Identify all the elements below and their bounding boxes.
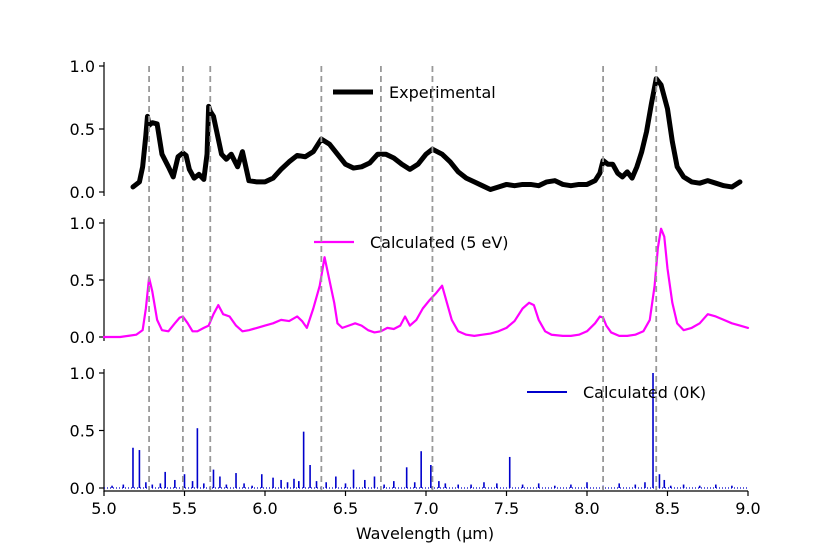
legend-label: Calculated (5 eV) (370, 233, 509, 252)
legend-label: Experimental (389, 83, 496, 102)
y-tick-label: 0.5 (70, 120, 95, 139)
vline-layer (148, 66, 658, 490)
y-tick-label: 0.5 (70, 422, 95, 441)
y-tick-label: 1.0 (70, 364, 95, 383)
x-tick-label: 9.0 (735, 499, 760, 518)
y-tick-label: 0.0 (70, 183, 95, 202)
x-tick-label: 8.0 (574, 499, 599, 518)
x-tick-label: 8.5 (655, 499, 680, 518)
y-tick-label: 1.0 (70, 214, 95, 233)
x-tick-label: 7.0 (413, 499, 438, 518)
x-tick-label: 6.0 (252, 499, 277, 518)
legend-label: Calculated (0K) (583, 383, 706, 402)
panel-calculated-5ev: 0.0 0.5 1.0 Calculated (5 eV) (70, 214, 750, 347)
x-tick-label: 5.5 (172, 499, 197, 518)
y-tick-label: 0.0 (70, 328, 95, 347)
y-tick-label: 1.0 (70, 57, 95, 76)
x-tick-label: 5.0 (91, 499, 116, 518)
x-axis: 5.0 5.5 6.0 6.5 7.0 7.5 8.0 8.5 9.0 (91, 490, 761, 518)
x-tick-label: 6.5 (333, 499, 358, 518)
legend-calculated-5ev: Calculated (5 eV) (314, 233, 509, 252)
panel-calculated-0k: 0.0 0.5 1.0 Calculated (0K) (70, 364, 748, 498)
panel-experimental: 0.0 0.5 1.0 Experimental (70, 57, 743, 202)
x-tick-label: 7.5 (494, 499, 519, 518)
y-tick-label: 0.0 (70, 479, 95, 498)
x-axis-label: Wavelength (μm) (356, 524, 494, 543)
legend-experimental: Experimental (333, 83, 496, 102)
y-tick-label: 0.5 (70, 271, 95, 290)
legend-calculated-0k: Calculated (0K) (527, 383, 706, 402)
panels-layer: 0.0 0.5 1.0 Experimental 0.0 0.5 1.0 Calculated… (70, 57, 750, 498)
